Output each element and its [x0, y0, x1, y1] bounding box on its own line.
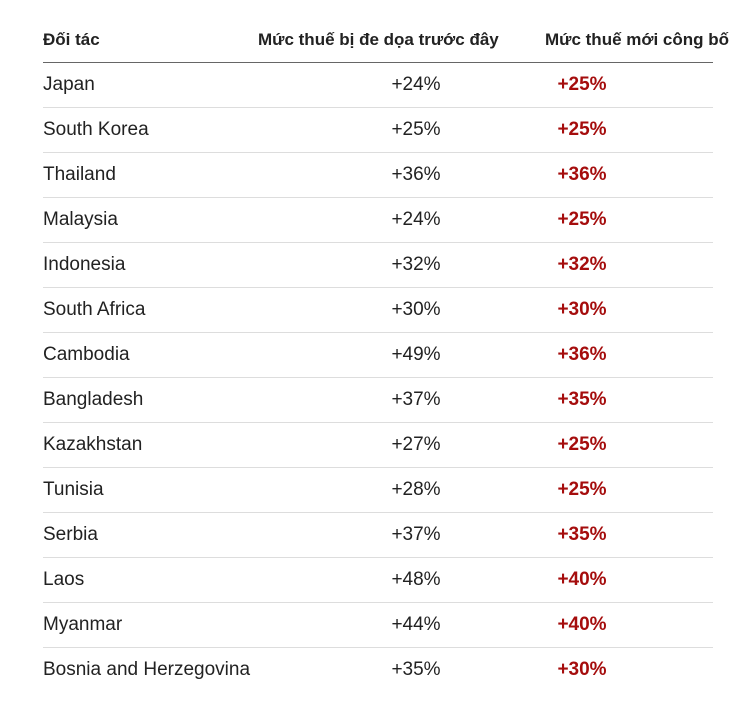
previous-tariff-cell: +24% — [391, 209, 441, 230]
table-row: Bosnia and Herzegovina +35% +30% — [43, 648, 713, 692]
new-tariff-cell: +36% — [557, 164, 607, 185]
new-tariff-cell: +25% — [557, 434, 607, 455]
new-tariff-cell: +25% — [557, 119, 607, 140]
table-row: Cambodia +49% +36% — [43, 333, 713, 378]
partner-cell: Bosnia and Herzegovina — [43, 659, 251, 680]
new-tariff-cell: +40% — [557, 569, 607, 590]
previous-tariff-cell: +36% — [391, 164, 441, 185]
previous-tariff-cell: +28% — [391, 479, 441, 500]
new-tariff-cell: +32% — [557, 254, 607, 275]
new-tariff-cell: +30% — [557, 659, 607, 680]
header-cell: Mức thuế bị đe dọa trước đây — [258, 30, 499, 49]
partner-cell: Serbia — [43, 524, 98, 545]
previous-tariff-cell: +37% — [391, 524, 441, 545]
partner-cell: Bangladesh — [43, 389, 144, 410]
partner-cell: Thailand — [43, 164, 116, 185]
previous-tariff-cell: +37% — [391, 389, 441, 410]
partner-cell: Indonesia — [43, 254, 126, 275]
new-tariff-cell: +25% — [557, 209, 607, 230]
new-tariff-cell: +25% — [557, 74, 607, 95]
previous-tariff-cell: +32% — [391, 254, 441, 275]
header-cell: Mức thuế mới công bố — [545, 30, 730, 49]
previous-tariff-cell: +44% — [391, 614, 441, 635]
new-tariff-cell: +36% — [557, 344, 607, 365]
table-row: Malaysia +24% +25% — [43, 198, 713, 243]
previous-tariff-cell: +27% — [391, 434, 441, 455]
new-tariff-cell: +25% — [557, 479, 607, 500]
partner-cell: Japan — [43, 74, 95, 95]
tariff-table: Đối tác Mức thuế bị đe dọa trước đây Mức… — [43, 18, 729, 692]
table-row: Bangladesh +37% +35% — [43, 378, 713, 423]
partner-cell: South Africa — [43, 299, 146, 320]
new-tariff-cell: +30% — [557, 299, 607, 320]
partner-cell: Cambodia — [43, 344, 130, 365]
new-tariff-cell: +40% — [557, 614, 607, 635]
table-row: Tunisia +28% +25% — [43, 468, 713, 513]
partner-cell: Malaysia — [43, 209, 118, 230]
table-row: South Africa +30% +30% — [43, 288, 713, 333]
table-row: Laos +48% +40% — [43, 558, 713, 603]
header-cell: Đối tác — [43, 30, 100, 49]
partner-cell: Myanmar — [43, 614, 123, 635]
table-row: Serbia +37% +35% — [43, 513, 713, 558]
partner-cell: South Korea — [43, 119, 149, 140]
table-row: Myanmar +44% +40% — [43, 603, 713, 648]
table-row: Thailand +36% +36% — [43, 153, 713, 198]
table-header: Đối tác Mức thuế bị đe dọa trước đây Mức… — [43, 18, 729, 63]
partner-cell: Kazakhstan — [43, 434, 143, 455]
table-row: Japan +24% +25% — [43, 63, 713, 108]
table-row: South Korea +25% +25% — [43, 108, 713, 153]
new-tariff-cell: +35% — [557, 524, 607, 545]
partner-cell: Tunisia — [43, 479, 104, 500]
previous-tariff-cell: +30% — [391, 299, 441, 320]
previous-tariff-cell: +24% — [391, 74, 441, 95]
previous-tariff-cell: +25% — [391, 119, 441, 140]
previous-tariff-cell: +48% — [391, 569, 441, 590]
partner-cell: Laos — [43, 569, 85, 590]
previous-tariff-cell: +49% — [391, 344, 441, 365]
table-row: Indonesia +32% +32% — [43, 243, 713, 288]
table-row: Kazakhstan +27% +25% — [43, 423, 713, 468]
new-tariff-cell: +35% — [557, 389, 607, 410]
previous-tariff-cell: +35% — [391, 659, 441, 680]
